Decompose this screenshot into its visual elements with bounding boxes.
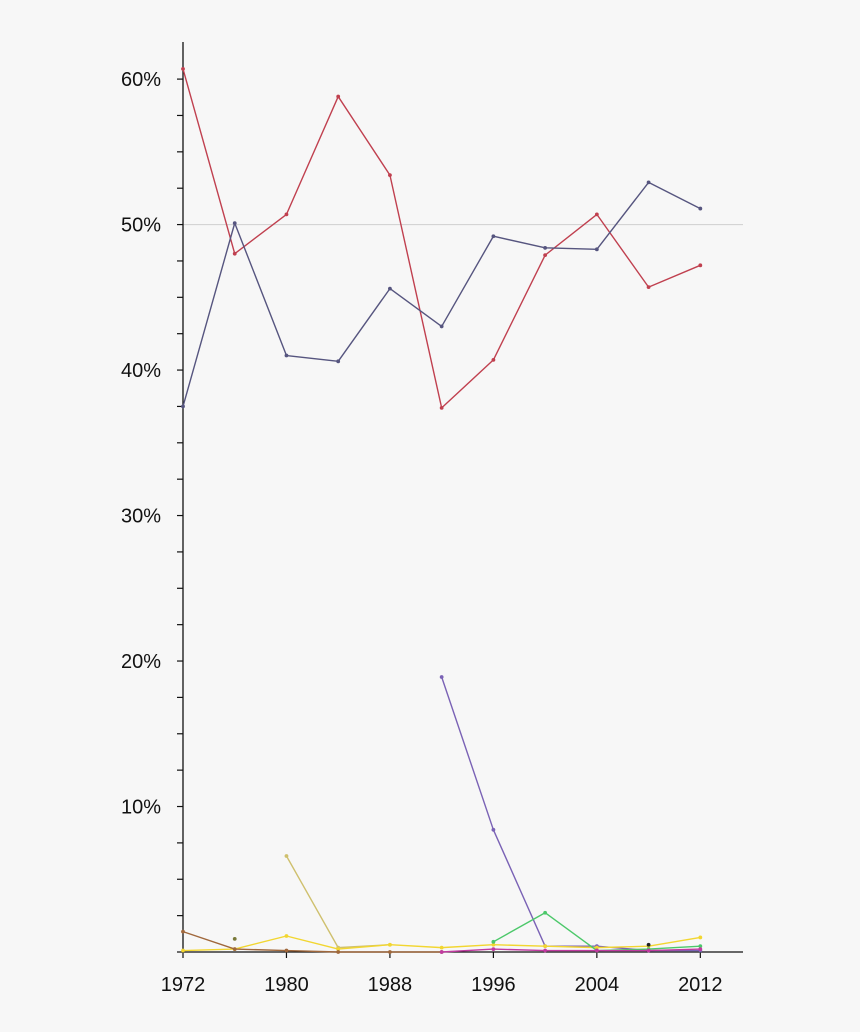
series-9 (646, 942, 651, 947)
data-point (594, 247, 599, 252)
data-point (594, 948, 599, 953)
y-tick-label: 20% (121, 651, 161, 673)
series-1 (181, 180, 703, 409)
data-point (698, 206, 703, 211)
data-point (543, 253, 548, 258)
data-point (491, 827, 496, 832)
data-point (284, 212, 289, 217)
data-point (698, 947, 703, 951)
data-point (439, 405, 444, 410)
axes (177, 42, 743, 958)
data-point (232, 947, 237, 951)
data-point (491, 939, 496, 944)
data-point (336, 950, 341, 954)
data-point (388, 950, 392, 954)
data-point (698, 935, 703, 940)
data-point (543, 948, 548, 953)
data-point (232, 937, 237, 941)
y-tick-label: 50% (121, 215, 161, 237)
data-point (491, 942, 496, 947)
series-line (182, 930, 442, 953)
series-layer (181, 67, 703, 954)
y-tick-label: 60% (121, 69, 161, 91)
data-point (439, 324, 444, 329)
x-tick-label: 1972 (161, 974, 206, 996)
data-point (698, 263, 703, 268)
data-point (543, 910, 548, 915)
data-point (594, 212, 599, 217)
data-point (543, 245, 548, 250)
data-point (284, 854, 289, 858)
x-tick-label: 2004 (575, 974, 620, 996)
data-point (646, 285, 651, 290)
data-point (181, 404, 185, 409)
data-point (284, 948, 289, 953)
data-point (388, 286, 392, 291)
data-point (336, 947, 341, 951)
data-point (336, 359, 341, 364)
series-2 (439, 675, 703, 953)
data-point (594, 945, 599, 950)
data-point (388, 942, 392, 947)
data-point (284, 934, 289, 938)
series-line (440, 676, 701, 952)
data-point (181, 67, 185, 71)
x-tick-label: 1988 (368, 974, 413, 996)
data-point (646, 180, 651, 185)
series-line (182, 68, 701, 409)
series-0 (181, 67, 703, 410)
data-point (439, 675, 444, 679)
series-line (441, 948, 701, 953)
data-point (491, 234, 496, 239)
y-tick-label: 10% (121, 797, 161, 819)
series-8 (232, 937, 237, 941)
data-point (181, 948, 185, 953)
series-3 (284, 854, 392, 950)
series-line (285, 855, 390, 949)
data-point (388, 173, 392, 178)
series-line (182, 181, 701, 407)
data-point (181, 929, 185, 934)
data-point (232, 221, 237, 226)
data-point (698, 944, 703, 949)
data-point (543, 944, 548, 949)
data-point (336, 94, 341, 99)
series-7 (439, 947, 703, 954)
y-tick-label: 40% (121, 360, 161, 382)
data-point (439, 945, 444, 950)
x-tick-label: 2012 (678, 974, 723, 996)
data-point (646, 942, 651, 947)
x-tick-label: 1996 (471, 974, 516, 996)
data-point (439, 950, 444, 954)
y-tick-label: 30% (121, 506, 161, 528)
data-point (232, 251, 237, 256)
series-6 (181, 929, 444, 954)
data-point (491, 947, 496, 951)
tick-labels: 10% 20% 30% 40% 50% 60% 1972 1980 1988 1996 2004 20… (121, 69, 723, 996)
data-point (646, 948, 651, 953)
data-point (491, 357, 496, 362)
data-point (284, 353, 289, 358)
x-tick-label: 1980 (264, 974, 309, 996)
